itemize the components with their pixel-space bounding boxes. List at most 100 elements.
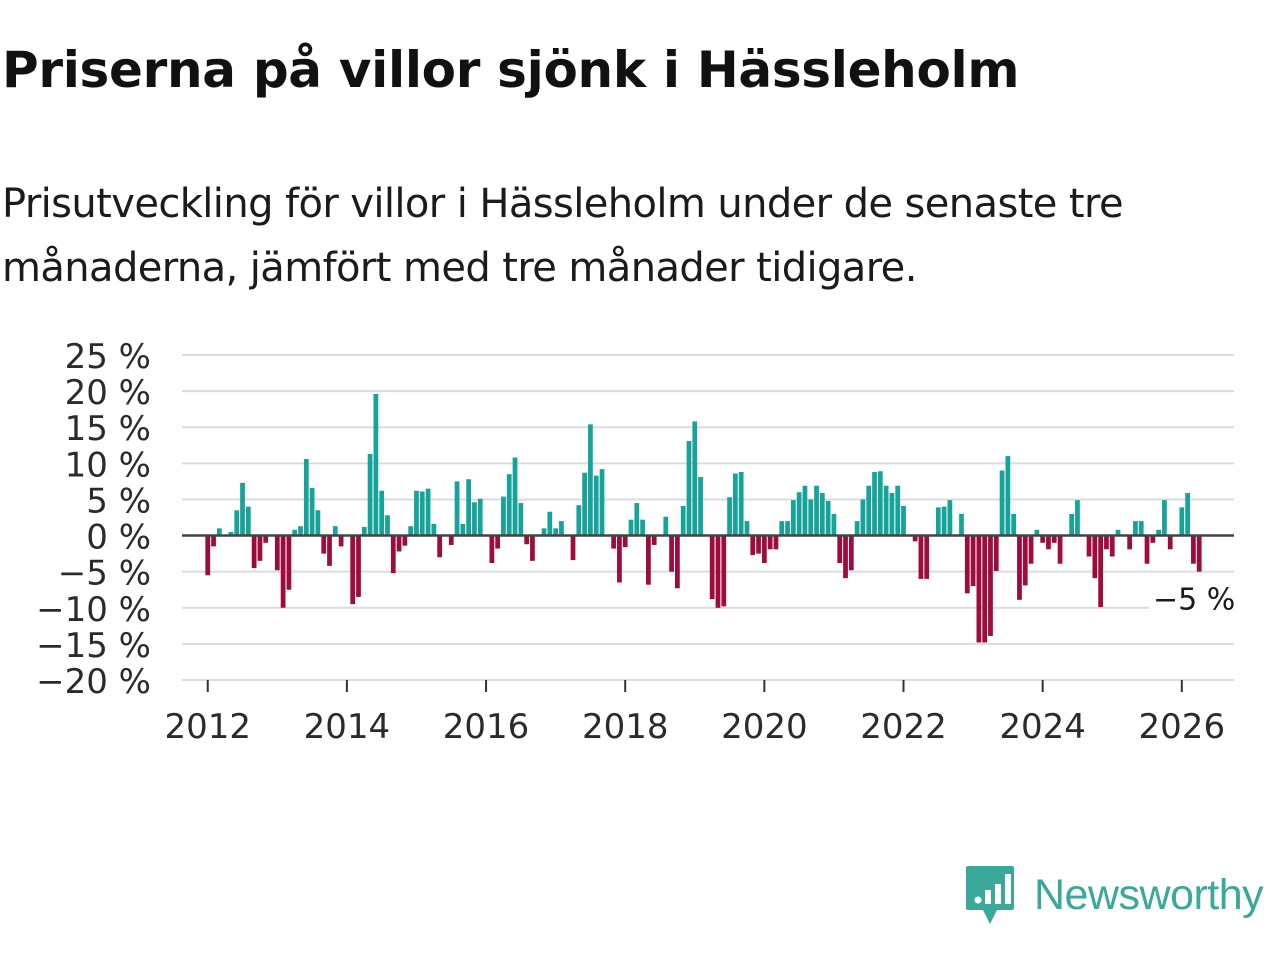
bar — [663, 516, 669, 536]
bar — [1092, 535, 1098, 579]
bar — [877, 471, 883, 536]
bar — [251, 535, 257, 569]
bar — [356, 535, 361, 597]
bar — [1069, 513, 1075, 536]
bar — [425, 488, 431, 536]
bar — [1150, 535, 1156, 543]
bar — [559, 521, 564, 536]
bar — [454, 481, 460, 536]
bar — [414, 490, 419, 536]
x-tick-label: 2020 — [721, 707, 808, 747]
bar — [837, 535, 843, 563]
chart-title: Priserna på villor sjönk i Hässleholm — [2, 41, 1020, 99]
y-tick-label: 25 % — [65, 337, 151, 377]
bar — [1167, 535, 1173, 550]
annotation-label: −5 % — [1153, 583, 1235, 618]
bar — [582, 472, 587, 536]
bar — [698, 477, 703, 536]
bar — [1017, 535, 1022, 600]
bar — [390, 535, 396, 574]
bar — [501, 496, 506, 536]
bar — [819, 492, 825, 536]
bar — [825, 500, 831, 536]
bar — [599, 469, 605, 536]
x-tick-label: 2014 — [304, 707, 391, 747]
bar — [332, 526, 338, 536]
bar — [512, 457, 518, 536]
bar — [1185, 492, 1190, 536]
bar — [240, 482, 245, 536]
bar — [970, 535, 976, 587]
bar — [315, 510, 321, 536]
bar — [988, 535, 993, 636]
bar — [303, 459, 309, 536]
bar — [541, 528, 547, 536]
bar — [518, 503, 524, 536]
annotation-background — [1148, 580, 1240, 620]
y-tick-label: 10 % — [65, 445, 151, 485]
bar — [588, 424, 593, 536]
bar — [617, 535, 622, 583]
y-tick-label: −20 % — [36, 662, 151, 702]
bar — [964, 535, 970, 594]
bar — [1156, 529, 1161, 536]
chart-subtitle: Prisutveckling för villor i Hässleholm u… — [2, 181, 1124, 291]
bar — [547, 511, 553, 536]
brand-name: Newsworthy — [1034, 870, 1264, 919]
bar — [860, 499, 866, 536]
bar — [732, 473, 738, 536]
bar — [628, 519, 634, 536]
bar — [216, 528, 222, 536]
bar — [924, 535, 930, 579]
bar — [1022, 535, 1028, 586]
bar — [489, 535, 495, 563]
newsworthy-logo-icon — [966, 866, 1014, 924]
bar — [993, 535, 999, 571]
bar — [1179, 507, 1185, 536]
bar — [831, 513, 837, 536]
bar — [761, 535, 767, 563]
bar — [1115, 529, 1121, 536]
bar — [640, 519, 645, 536]
bar — [524, 535, 530, 545]
x-tick-label: 2024 — [999, 707, 1086, 747]
bar — [1005, 456, 1011, 536]
bar — [622, 535, 628, 548]
bar — [472, 502, 477, 536]
bar — [756, 535, 761, 554]
bar — [669, 535, 674, 572]
bar — [872, 472, 877, 536]
bar — [576, 505, 582, 536]
bar — [744, 521, 750, 536]
bar — [245, 506, 251, 536]
bar — [976, 535, 982, 643]
bar — [959, 513, 964, 536]
bar — [448, 535, 454, 545]
bar — [1133, 521, 1138, 536]
bar — [408, 526, 414, 536]
bar — [889, 492, 895, 536]
bar — [402, 535, 408, 546]
bar — [651, 535, 657, 545]
bar — [1138, 521, 1144, 536]
bar — [935, 507, 941, 536]
bar — [309, 487, 315, 536]
bar — [553, 528, 558, 536]
bar — [466, 479, 472, 536]
bar — [228, 531, 234, 536]
bar — [866, 485, 872, 536]
bar — [437, 535, 443, 558]
bar — [234, 510, 240, 536]
bar — [680, 505, 686, 536]
last-value-annotation: −5 % — [1148, 580, 1240, 620]
y-axis: 25 %20 %15 %10 %5 %0 %−5 %−10 %−15 %−20 … — [36, 337, 151, 702]
bars — [205, 394, 1202, 643]
bar — [477, 498, 483, 536]
bar — [286, 535, 292, 590]
bar — [814, 485, 819, 536]
newsworthy-logo: Newsworthy — [964, 864, 1264, 926]
bar — [912, 535, 918, 542]
bar — [274, 535, 280, 571]
bar — [675, 535, 680, 589]
bar — [1051, 535, 1057, 543]
